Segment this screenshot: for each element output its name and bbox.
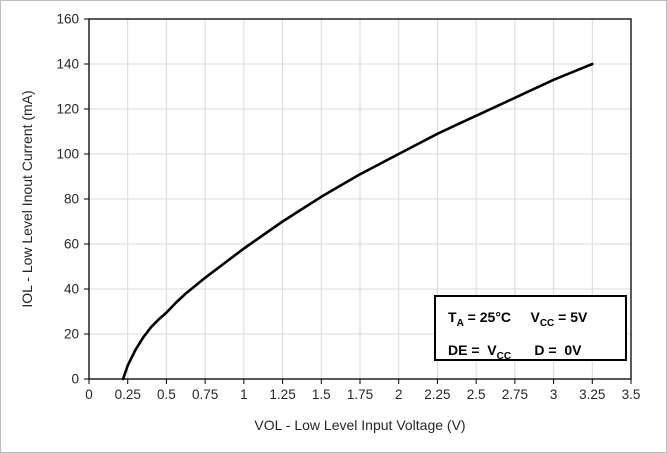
plot-border <box>88 18 632 380</box>
y-tick-label: 80 <box>64 192 79 207</box>
data-series-line <box>121 62 594 381</box>
x-tick-label: 2.75 <box>502 387 528 402</box>
x-tick-label: 2.25 <box>424 387 450 402</box>
x-tick-label: 0.5 <box>157 387 176 402</box>
x-tick-label: 3.5 <box>622 387 641 402</box>
x-tick-label: 2 <box>395 387 403 402</box>
y-tick-label: 100 <box>56 147 79 162</box>
x-tick-label: 2.5 <box>467 387 486 402</box>
x-tick-label: 0.75 <box>192 387 218 402</box>
y-tick-label: 140 <box>56 57 79 72</box>
y-tick-label: 120 <box>56 102 79 117</box>
x-tick-label: 3 <box>550 387 558 402</box>
y-tick-label: 160 <box>56 12 79 27</box>
y-tick-label: 60 <box>64 237 79 252</box>
axis-ticks <box>84 18 632 384</box>
tick-labels: 0 0.25 0.5 0.75 1 1.25 1.5 1.75 2 2.25 2.5 2.75 3 3.2… <box>56 12 640 403</box>
x-tick-label: 0 <box>85 387 93 402</box>
y-tick-label: 40 <box>64 282 79 297</box>
x-tick-label: 1 <box>240 387 248 402</box>
y-axis-title: IOL - Low Level Inout Current (mA) <box>19 90 35 308</box>
y-tick-label: 0 <box>71 372 79 387</box>
x-tick-label: 1.25 <box>269 387 295 402</box>
x-tick-label: 1.5 <box>312 387 331 402</box>
annotation-line: DE = VCC D = 0V <box>448 341 582 362</box>
annotation-box: TA = 25°C VCC = 5V DE = VCC D = 0V <box>434 295 627 362</box>
y-tick-label: 20 <box>64 327 79 342</box>
annotation-line: TA = 25°C VCC = 5V <box>448 309 588 329</box>
x-tick-label: 0.25 <box>115 387 141 402</box>
x-tick-label: 1.75 <box>347 387 373 402</box>
series-curve <box>121 62 594 381</box>
x-axis-title: VOL - Low Level Input Voltage (V) <box>254 417 466 433</box>
x-tick-label: 3.25 <box>579 387 605 402</box>
